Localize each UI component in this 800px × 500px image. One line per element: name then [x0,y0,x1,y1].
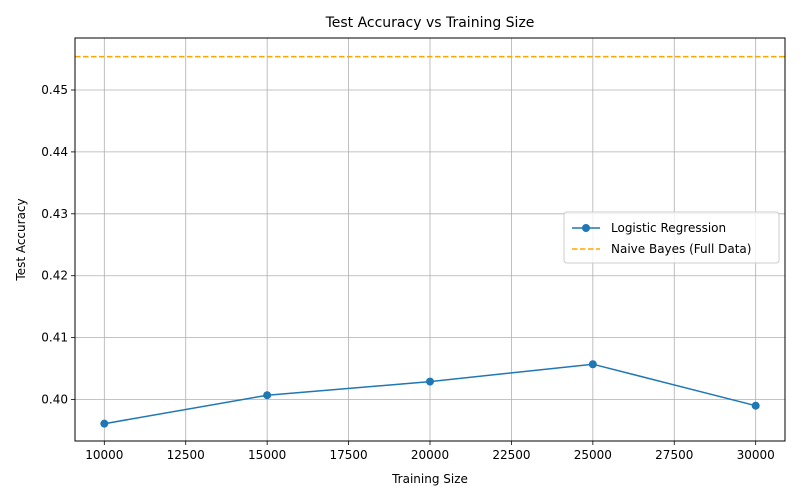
y-tick-label: 0.42 [41,269,68,283]
legend: Logistic Regression Naive Bayes (Full Da… [563,211,780,264]
x-tick-label: 22500 [492,448,530,462]
y-tick-label: 0.43 [41,207,68,221]
chart-title: Test Accuracy vs Training Size [325,15,535,31]
plot-area [75,55,785,428]
x-tick-label: 20000 [411,448,449,462]
data-point [751,401,760,410]
x-tick-label: 17500 [329,448,367,462]
grid [75,38,785,441]
y-tick-label: 0.45 [41,83,68,97]
data-point [263,391,272,400]
data-point [426,377,434,386]
axis-ticks: 10000 12500 15000 17500 20000 22500 25000 27500… [41,83,775,462]
legend-label-logistic-regression: Logistic Regression [611,221,726,235]
x-tick-label: 15000 [248,448,286,462]
y-tick-label: 0.41 [41,331,68,345]
x-tick-label: 12500 [167,448,205,462]
x-tick-label: 10000 [85,448,123,462]
legend-label-naive-bayes: Naive Bayes (Full Data) [611,242,751,256]
x-tick-label: 27500 [655,448,693,462]
y-tick-label: 0.44 [41,145,68,159]
y-tick-label: 0.40 [41,393,68,407]
x-tick-label: 30000 [737,448,775,462]
x-axis-label: Training Size [391,472,468,486]
legend-marker-logistic-regression [582,224,590,232]
y-axis-label: Test Accuracy [14,198,28,281]
x-tick-label: 25000 [574,448,612,462]
data-point [100,419,109,428]
legend-box [563,211,780,264]
data-point [588,360,597,369]
